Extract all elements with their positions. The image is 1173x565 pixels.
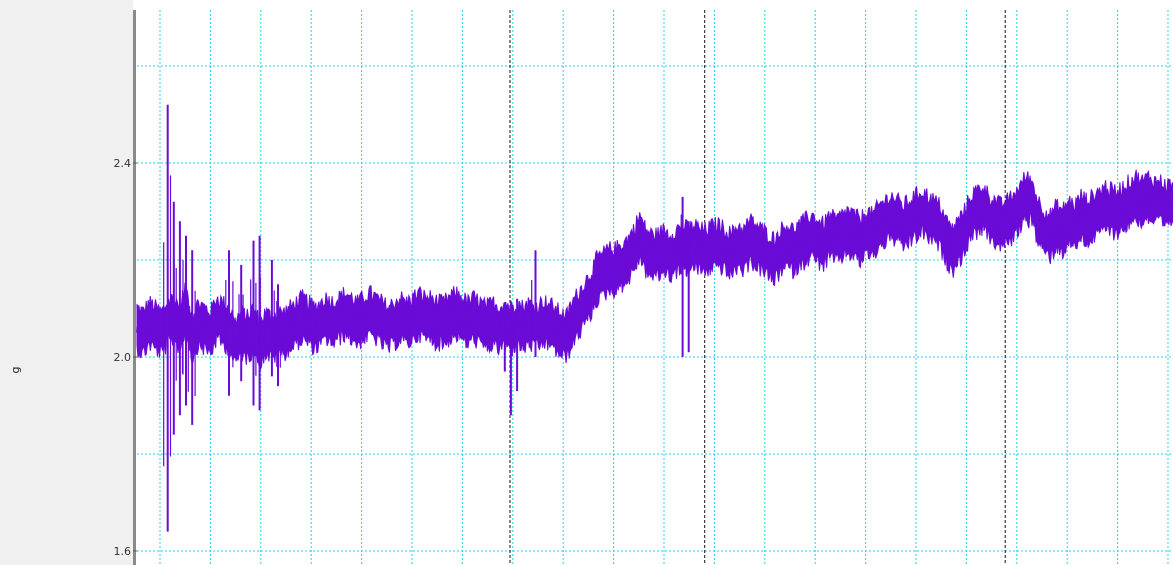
signal-band xyxy=(136,169,1173,370)
y-axis-panel xyxy=(0,0,133,565)
y-tick-label: 2.0 xyxy=(114,351,132,364)
y-tick-label: 1.6 xyxy=(114,545,132,558)
y-axis-divider[interactable] xyxy=(133,10,136,565)
signal-trace xyxy=(136,182,1173,360)
y-tick-label: 2.4 xyxy=(114,157,132,170)
